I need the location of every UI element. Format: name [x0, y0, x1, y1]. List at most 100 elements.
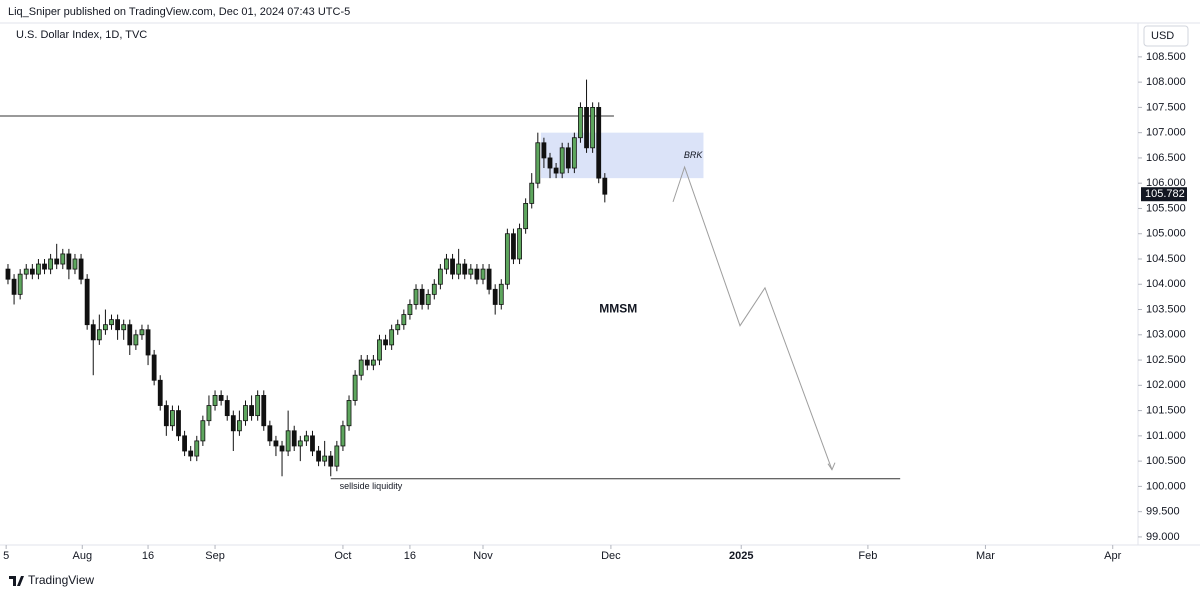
candle-body: [29, 268, 35, 275]
candle-body: [72, 258, 78, 270]
currency: USD: [1151, 30, 1174, 42]
y-tick-label: 108.500: [1146, 51, 1186, 63]
candle-body: [456, 263, 462, 275]
candle-body: [170, 410, 175, 427]
candle-body: [584, 106, 589, 149]
candle-body: [66, 253, 72, 270]
candle-body: [346, 400, 352, 427]
arrow-head: [827, 462, 836, 471]
candle-body: [529, 182, 535, 204]
currency-box[interactable]: [1143, 25, 1189, 47]
candle-body: [48, 258, 54, 270]
candle-body: [237, 420, 242, 432]
x-tick-label: Apr: [1104, 550, 1121, 562]
y-tick-label: 101.000: [1146, 430, 1186, 442]
y-tick-label: 105.000: [1146, 228, 1186, 240]
x-tick-label: Mar: [976, 550, 995, 562]
candle-body: [291, 430, 297, 447]
candle-body: [383, 339, 388, 346]
candle-body: [547, 157, 553, 169]
candle-body: [157, 379, 163, 406]
candle-body: [103, 324, 108, 331]
y-tick-label: 102.500: [1146, 354, 1186, 366]
candle-body: [78, 258, 84, 280]
candle-body: [188, 450, 194, 457]
candle-body: [115, 319, 121, 331]
candle-body: [109, 319, 114, 326]
candle-body: [578, 106, 583, 139]
candle-body: [96, 329, 102, 341]
candle-body: [133, 334, 139, 346]
candle-body: [42, 263, 47, 270]
candle-body: [182, 435, 187, 452]
candle-body: [212, 395, 218, 406]
candle-body: [571, 137, 577, 169]
annotation: sellside liquidity: [340, 481, 403, 491]
y-tick-label: 99.000: [1146, 531, 1180, 543]
x-tick-label: Aug: [72, 550, 92, 562]
candle-body: [389, 329, 395, 346]
candle-body: [279, 445, 285, 452]
candle-body: [498, 283, 504, 305]
candle-body: [395, 324, 401, 331]
candle-body: [273, 440, 279, 447]
candle-body: [194, 440, 200, 457]
y-tick-label: 105.500: [1146, 202, 1186, 214]
candle-body: [602, 177, 608, 195]
x-tick-label: Feb: [858, 550, 877, 562]
candle-body: [352, 374, 358, 401]
projection-path: [672, 165, 833, 470]
x-tick-label: 2025: [729, 550, 753, 562]
candle-body: [303, 435, 309, 442]
candle-body: [596, 106, 602, 179]
candle-body: [36, 263, 41, 275]
candle-body: [127, 324, 133, 346]
candle-body: [553, 167, 559, 174]
x-tick-label: 16: [142, 550, 154, 562]
logo-mark: [9, 576, 24, 586]
candle-body: [145, 329, 151, 356]
candle-body: [504, 233, 510, 285]
tradingview-logo: TradingView: [9, 573, 94, 587]
candle-body: [176, 410, 181, 437]
candle-body: [328, 455, 334, 467]
candle-body: [444, 258, 449, 270]
candle-body: [340, 425, 346, 447]
candle-body: [285, 430, 291, 452]
candle-body: [249, 405, 254, 417]
candle-body: [364, 359, 370, 366]
x-tick-label: Sep: [205, 550, 225, 562]
x-tick-label: 5: [3, 550, 9, 562]
candle-body: [255, 395, 261, 417]
y-tick-label: 100.000: [1146, 480, 1186, 492]
candle-body: [17, 273, 23, 295]
candle-body: [565, 147, 571, 169]
candle-body: [322, 455, 328, 462]
candle-body: [468, 268, 474, 275]
y-tick-label: 107.500: [1146, 101, 1186, 113]
x-tick-label: Dec: [601, 550, 621, 562]
candle-body: [11, 278, 17, 295]
candle-body: [377, 339, 382, 361]
y-tick-label: 106.500: [1146, 152, 1186, 164]
candle-body: [401, 314, 407, 326]
candle-body: [54, 258, 60, 265]
candle-body: [121, 324, 127, 331]
candle-body: [431, 283, 437, 295]
candle-body: [480, 268, 486, 280]
candle-body: [541, 142, 547, 159]
candle-body: [261, 395, 267, 427]
candle-body: [511, 233, 516, 260]
candle-body: [316, 450, 321, 462]
last-price-box: [1141, 187, 1187, 202]
x-tick-label: 16: [404, 550, 416, 562]
y-tick-label: 108.000: [1146, 76, 1186, 88]
symbol-title: U.S. Dollar Index, 1D, TVC: [16, 29, 147, 41]
x-tick-label: Oct: [334, 550, 351, 562]
y-tick-label: 99.500: [1146, 506, 1180, 518]
y-tick-label: 101.500: [1146, 404, 1186, 416]
candle-body: [535, 142, 541, 184]
zone: [540, 132, 704, 179]
candle-body: [407, 304, 413, 315]
